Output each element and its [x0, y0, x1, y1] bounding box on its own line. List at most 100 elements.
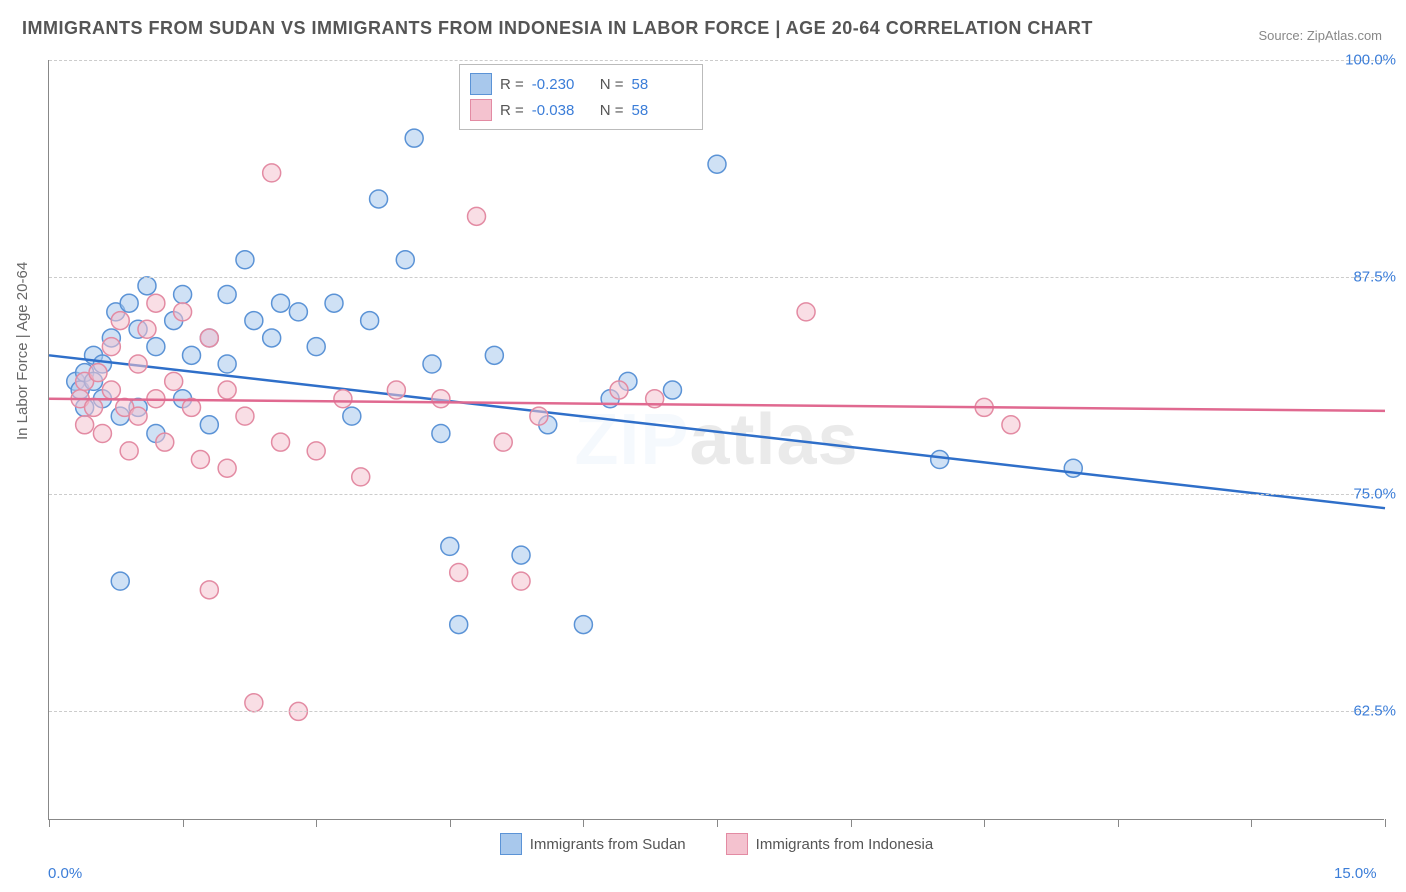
regression-line [49, 355, 1385, 508]
data-point [129, 355, 147, 373]
x-tick [717, 819, 718, 827]
data-point [120, 442, 138, 460]
data-point [361, 312, 379, 330]
data-point [218, 286, 236, 304]
x-tick [1385, 819, 1386, 827]
data-point [174, 286, 192, 304]
data-point [272, 294, 290, 312]
chart-title: IMMIGRANTS FROM SUDAN VS IMMIGRANTS FROM… [22, 18, 1093, 39]
data-point [1064, 459, 1082, 477]
scatter-svg [49, 60, 1384, 819]
data-point [512, 546, 530, 564]
data-point [423, 355, 441, 373]
data-point [450, 563, 468, 581]
data-point [370, 190, 388, 208]
series-legend: Immigrants from Sudan Immigrants from In… [49, 833, 1384, 855]
data-point [610, 381, 628, 399]
data-point [85, 398, 103, 416]
data-point [111, 572, 129, 590]
gridline-h [49, 60, 1384, 61]
x-tick [1251, 819, 1252, 827]
data-point [530, 407, 548, 425]
swatch-indonesia-bottom [726, 833, 748, 855]
data-point [708, 155, 726, 173]
data-point [494, 433, 512, 451]
data-point [138, 320, 156, 338]
data-point [343, 407, 361, 425]
data-point [797, 303, 815, 321]
chart-plot-area: ZIPatlas R = -0.230 N = 58 R = -0.038 N … [48, 60, 1384, 820]
data-point [396, 251, 414, 269]
data-point [432, 424, 450, 442]
data-point [218, 355, 236, 373]
x-tick-label: 0.0% [48, 865, 82, 882]
data-point [574, 616, 592, 634]
data-point [147, 294, 165, 312]
data-point [1002, 416, 1020, 434]
legend-label-indonesia: Immigrants from Indonesia [756, 836, 934, 853]
x-tick [984, 819, 985, 827]
data-point [931, 451, 949, 469]
data-point [200, 581, 218, 599]
data-point [236, 251, 254, 269]
x-tick [49, 819, 50, 827]
data-point [512, 572, 530, 590]
data-point [76, 416, 94, 434]
data-point [191, 451, 209, 469]
data-point [450, 616, 468, 634]
data-point [485, 346, 503, 364]
legend-label-sudan: Immigrants from Sudan [530, 836, 686, 853]
data-point [468, 207, 486, 225]
x-tick [1118, 819, 1119, 827]
data-point [129, 407, 147, 425]
data-point [289, 303, 307, 321]
data-point [89, 364, 107, 382]
data-point [405, 129, 423, 147]
data-point [93, 424, 111, 442]
legend-item-sudan: Immigrants from Sudan [500, 833, 686, 855]
data-point [102, 338, 120, 356]
y-tick-label: 87.5% [1353, 269, 1396, 286]
data-point [147, 338, 165, 356]
data-point [138, 277, 156, 295]
data-point [200, 329, 218, 347]
y-tick-label: 100.0% [1345, 52, 1396, 69]
data-point [236, 407, 254, 425]
data-point [263, 164, 281, 182]
data-point [307, 338, 325, 356]
data-point [263, 329, 281, 347]
swatch-sudan-bottom [500, 833, 522, 855]
data-point [387, 381, 405, 399]
gridline-h [49, 711, 1384, 712]
data-point [245, 312, 263, 330]
source-attribution: Source: ZipAtlas.com [1258, 28, 1382, 43]
x-tick [183, 819, 184, 827]
data-point [245, 694, 263, 712]
data-point [218, 381, 236, 399]
data-point [441, 537, 459, 555]
data-point [102, 381, 120, 399]
y-tick-label: 75.0% [1353, 486, 1396, 503]
data-point [334, 390, 352, 408]
data-point [352, 468, 370, 486]
data-point [120, 294, 138, 312]
gridline-h [49, 494, 1384, 495]
data-point [200, 416, 218, 434]
y-tick-label: 62.5% [1353, 703, 1396, 720]
data-point [111, 312, 129, 330]
x-tick [450, 819, 451, 827]
data-point [183, 346, 201, 364]
x-tick [583, 819, 584, 827]
data-point [165, 372, 183, 390]
y-axis-label: In Labor Force | Age 20-64 [14, 262, 31, 440]
data-point [432, 390, 450, 408]
x-tick [316, 819, 317, 827]
data-point [156, 433, 174, 451]
data-point [218, 459, 236, 477]
gridline-h [49, 277, 1384, 278]
data-point [325, 294, 343, 312]
x-tick [851, 819, 852, 827]
data-point [272, 433, 290, 451]
x-tick-label: 15.0% [1334, 865, 1377, 882]
legend-item-indonesia: Immigrants from Indonesia [726, 833, 934, 855]
